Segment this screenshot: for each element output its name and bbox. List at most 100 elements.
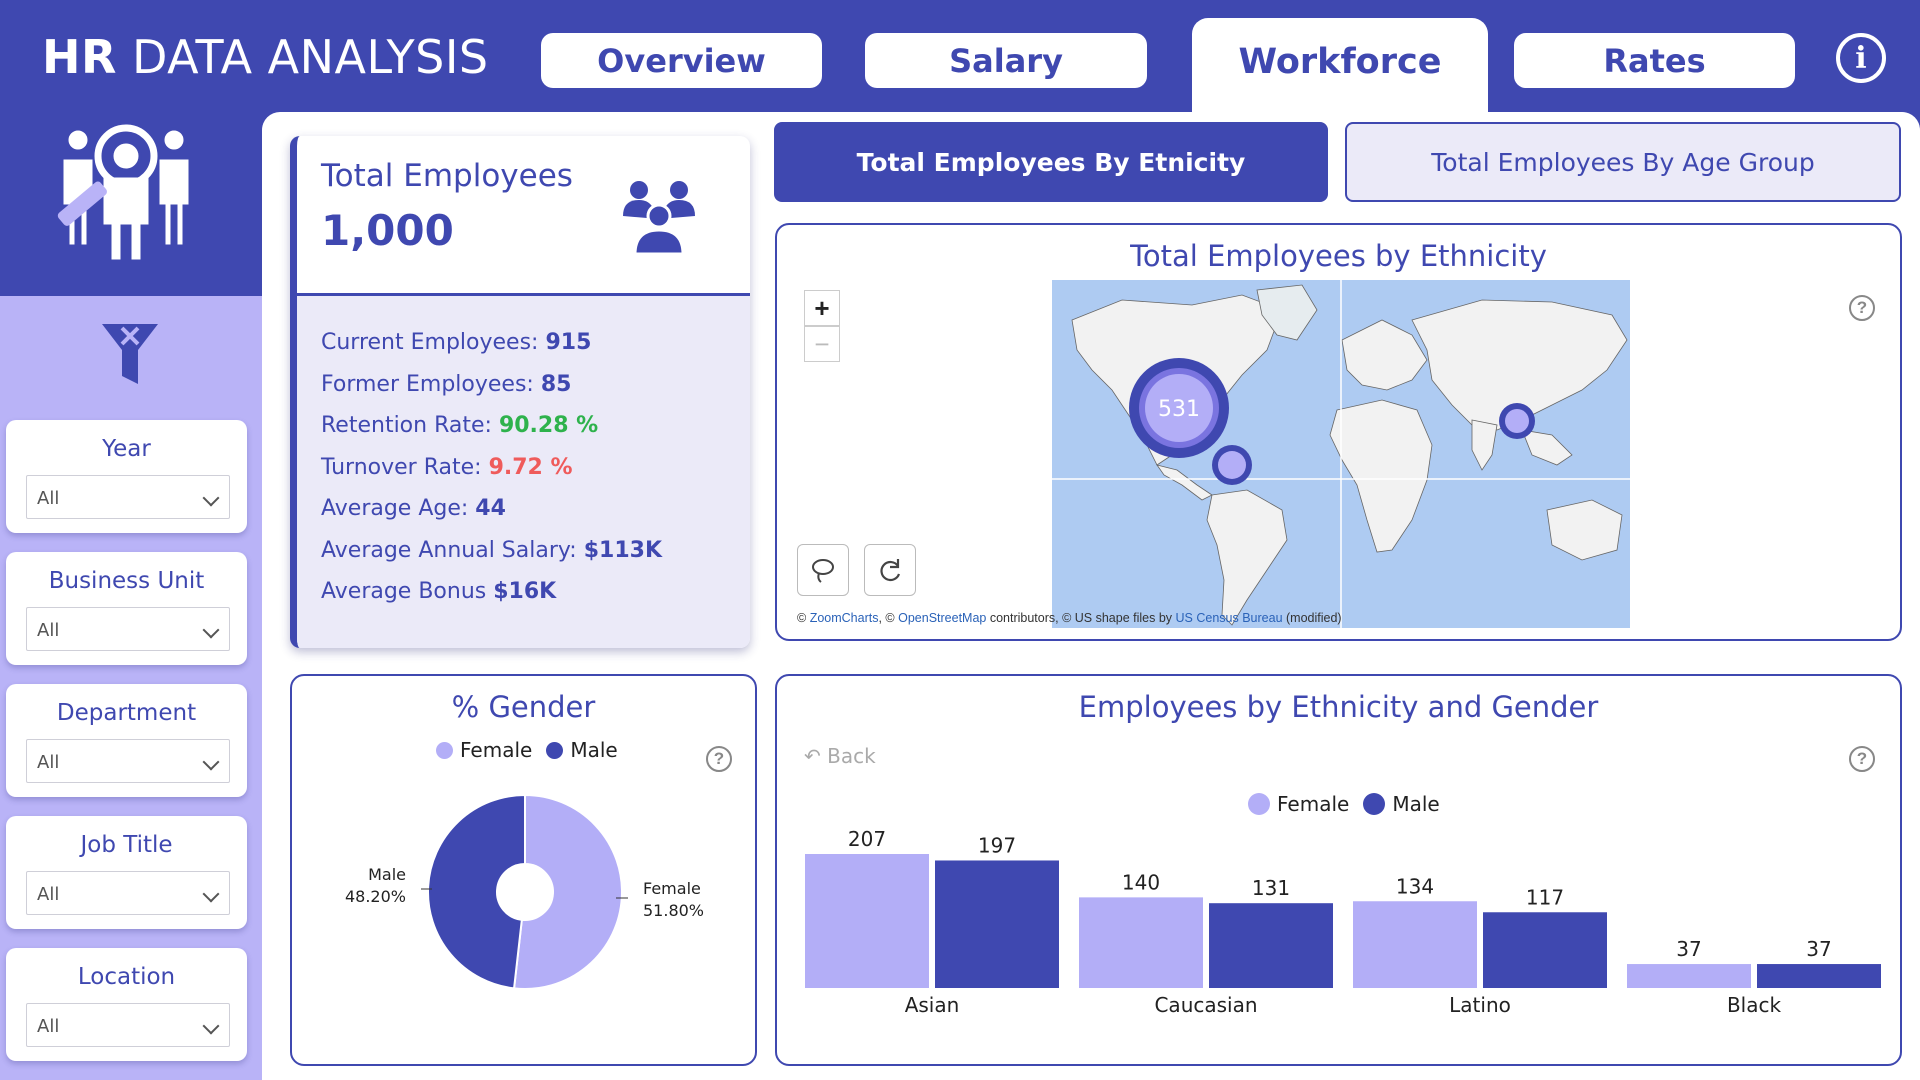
world-map-svg: 531: [1052, 280, 1630, 628]
kpi-row-retention: Retention Rate: 90.28 %: [297, 413, 750, 455]
kpi-row-label: Former Employees:: [321, 371, 534, 397]
filter-year-label: Year: [102, 436, 151, 462]
legend-label-female: Female: [1277, 792, 1350, 816]
zoomcharts-link[interactable]: ZoomCharts: [809, 611, 879, 625]
help-icon[interactable]: ?: [1849, 746, 1875, 772]
legend-female[interactable]: Female: [1248, 792, 1349, 816]
lasso-select-button[interactable]: [797, 544, 849, 596]
ethnicity-gender-bar-chart[interactable]: 207 197 Asian 140 131 Caucasian 134 117 Latino 37…: [790, 820, 1890, 1020]
info-icon[interactable]: i: [1836, 33, 1886, 83]
eth-gender-legend: Female Male: [1248, 792, 1440, 816]
filter-year-dropdown[interactable]: All: [26, 475, 230, 519]
chevron-down-icon: [202, 1017, 220, 1035]
filter-job-title-label: Job Title: [80, 832, 173, 858]
bar-value-label: 207: [848, 827, 886, 851]
bar-asian-male[interactable]: [935, 860, 1059, 988]
chevron-down-icon: [202, 753, 220, 771]
lasso-icon: [812, 559, 834, 583]
bar-value-label: 37: [1806, 937, 1831, 961]
world-map[interactable]: 531: [1052, 280, 1630, 628]
gender-title: % Gender: [451, 690, 596, 724]
filter-business-unit-dropdown[interactable]: All: [26, 607, 230, 651]
tab-salary[interactable]: Salary: [865, 33, 1147, 88]
kpi-row-label: Turnover Rate:: [321, 454, 482, 480]
map-credit: © ZoomCharts, © OpenStreetMap contributo…: [797, 611, 1342, 625]
kpi-row-value: 90.28 %: [498, 413, 599, 438]
app-title-bold: HR: [42, 30, 117, 84]
ethnicity-view-button[interactable]: Total Employees By Etnicity: [774, 122, 1328, 202]
legend-dot-female: [1248, 793, 1270, 815]
filter-job-title-dropdown[interactable]: All: [26, 871, 230, 915]
donut-label-female: Female: [643, 879, 701, 898]
map-bubble-latin[interactable]: [1212, 445, 1252, 485]
filter-year-value: All: [37, 488, 60, 509]
kpi-row-value: 915: [545, 330, 592, 355]
filter-location-label: Location: [77, 964, 176, 990]
tab-overview[interactable]: Overview: [541, 33, 822, 88]
help-icon[interactable]: ?: [1849, 295, 1875, 321]
filter-department-dropdown[interactable]: All: [26, 739, 230, 783]
bar-asian-female[interactable]: [805, 854, 929, 988]
tab-rates[interactable]: Rates: [1514, 33, 1795, 88]
filter-department-value: All: [37, 752, 60, 773]
kpi-row-label: Average Bonus: [321, 579, 487, 604]
bar-caucasian-female[interactable]: [1079, 897, 1203, 988]
credit-prefix: ©: [797, 611, 810, 625]
legend-male[interactable]: Male: [546, 738, 618, 762]
help-icon[interactable]: ?: [706, 746, 732, 772]
kpi-row-former: Former Employees: 85: [297, 372, 750, 414]
kpi-row-value: $113K: [583, 537, 662, 563]
filter-business-unit: Business Unit All: [6, 552, 247, 665]
gender-donut-chart[interactable]: Male 48.20% Female 51.80%: [290, 770, 757, 1050]
zoom-in-button[interactable]: +: [804, 290, 840, 326]
bar-latino-male[interactable]: [1483, 912, 1607, 988]
donut-label-female-pct: 51.80%: [643, 901, 704, 920]
donut-slice-female[interactable]: [512, 793, 623, 990]
bar-value-label: 197: [978, 833, 1016, 857]
kpi-row-label: Current Employees:: [321, 330, 539, 355]
reset-view-button[interactable]: [864, 544, 916, 596]
zoom-out-button[interactable]: −: [804, 326, 840, 362]
legend-female[interactable]: Female: [436, 738, 532, 762]
filter-department: Department All: [6, 684, 247, 797]
refresh-icon: [880, 559, 901, 582]
eth-gender-title: Employees by Ethnicity and Gender: [1078, 690, 1599, 724]
category-label-latino: Latino: [1449, 993, 1511, 1017]
kpi-row-label: Average Annual Salary:: [321, 537, 577, 563]
bar-value-label: 117: [1526, 885, 1564, 909]
kpi-row-turnover: Turnover Rate: 9.72 %: [297, 455, 750, 497]
kpi-value: 1,000: [321, 206, 454, 255]
filter-business-unit-value: All: [37, 620, 60, 641]
donut-label-male: Male: [368, 865, 406, 884]
age-group-view-button[interactable]: Total Employees By Age Group: [1345, 122, 1901, 202]
census-bureau-link[interactable]: US Census Bureau: [1175, 611, 1283, 625]
chevron-down-icon: [202, 621, 220, 639]
credit-suffix: (modified): [1282, 611, 1342, 625]
map-bubble-asia[interactable]: [1499, 403, 1535, 439]
filter-job-title: Job Title All: [6, 816, 247, 929]
gender-panel: % Gender ?: [290, 674, 757, 1066]
bar-value-label: 131: [1252, 876, 1290, 900]
openstreetmap-link[interactable]: OpenStreetMap: [898, 611, 987, 625]
kpi-row-value: $16K: [493, 579, 557, 604]
back-button[interactable]: ↶ Back: [804, 744, 876, 768]
chevron-down-icon: [202, 489, 220, 507]
kpi-row-label: Average Age:: [321, 496, 469, 521]
legend-dot-male: [546, 741, 564, 759]
kpi-row-current: Current Employees: 915: [297, 330, 750, 372]
legend-label-male: Male: [1392, 792, 1440, 816]
map-bubble-cluster[interactable]: 531: [1129, 358, 1229, 458]
bar-latino-female[interactable]: [1353, 901, 1477, 988]
kpi-row-value: 9.72 %: [488, 454, 573, 480]
legend-label-male: Male: [570, 738, 618, 762]
legend-male[interactable]: Male: [1363, 792, 1440, 816]
legend-label-female: Female: [460, 738, 533, 762]
bar-caucasian-male[interactable]: [1209, 903, 1333, 988]
bar-black-male[interactable]: [1757, 964, 1881, 988]
donut-label-male-pct: 48.20%: [345, 887, 406, 906]
filter-location-dropdown[interactable]: All: [26, 1003, 230, 1047]
tab-workforce[interactable]: Workforce: [1192, 18, 1488, 118]
donut-slice-male[interactable]: [427, 793, 526, 990]
clear-filter-icon[interactable]: [100, 320, 160, 390]
bar-black-female[interactable]: [1627, 964, 1751, 988]
